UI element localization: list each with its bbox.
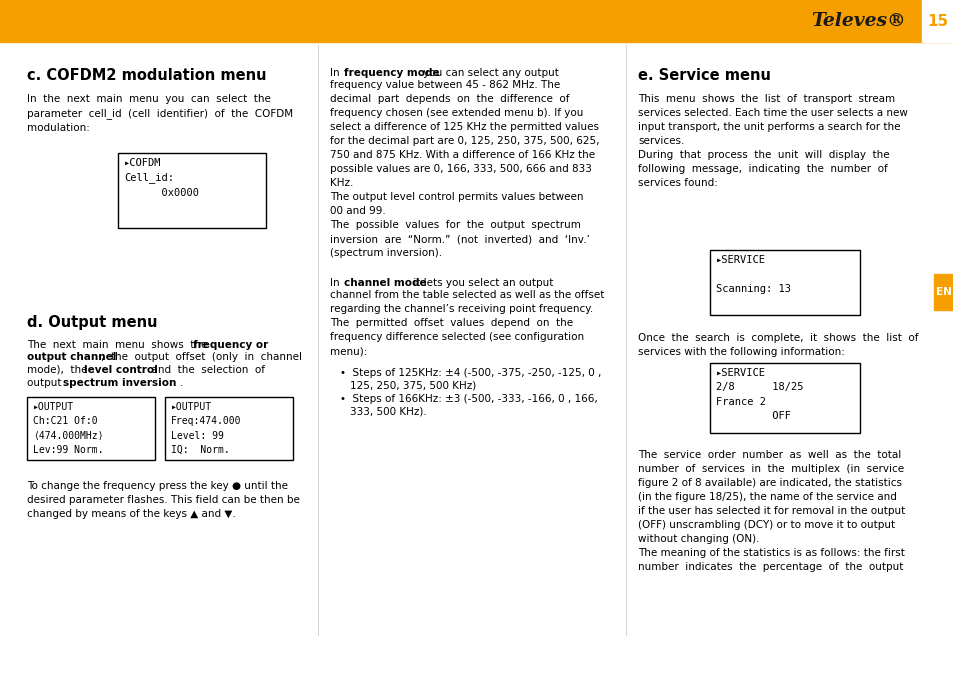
- Text: ▸OUTPUT
Ch:C21 Of:0
⟨474.000MHz⟩
Lev:99 Norm.: ▸OUTPUT Ch:C21 Of:0 ⟨474.000MHz⟩ Lev:99 …: [33, 402, 103, 455]
- Text: 333, 500 KHz).: 333, 500 KHz).: [350, 406, 426, 416]
- Text: spectrum inversion: spectrum inversion: [63, 378, 176, 388]
- Text: and  the  selection  of: and the selection of: [145, 365, 265, 375]
- Text: To change the frequency press the key ● until the
desired parameter flashes. Thi: To change the frequency press the key ● …: [27, 481, 299, 519]
- Text: EN: EN: [935, 287, 951, 297]
- Text: frequency or: frequency or: [193, 340, 268, 350]
- Text: output channel: output channel: [27, 353, 116, 363]
- Text: In  the  next  main  menu  you  can  select  the
parameter  cell_id  (cell  iden: In the next main menu you can select the…: [27, 94, 293, 133]
- Bar: [709, 363, 859, 433]
- Text: 15: 15: [926, 13, 947, 28]
- Text: c. COFDM2 modulation menu: c. COFDM2 modulation menu: [27, 68, 266, 83]
- Text: channel mode: channel mode: [344, 278, 426, 288]
- Text: The  next  main  menu  shows  the: The next main menu shows the: [27, 340, 211, 350]
- Text: •  Steps of 125KHz: ±4 (-500, -375, -250, -125, 0 ,: • Steps of 125KHz: ±4 (-500, -375, -250,…: [339, 368, 600, 378]
- Bar: [933, 274, 953, 310]
- Text: •  Steps of 166KHz: ±3 (-500, -333, -166, 0 , 166,: • Steps of 166KHz: ±3 (-500, -333, -166,…: [339, 394, 598, 404]
- Bar: [118, 153, 266, 228]
- Bar: [165, 397, 293, 460]
- Bar: [0, 0, 953, 42]
- Text: frequency mode: frequency mode: [344, 68, 439, 78]
- Bar: [921, 0, 953, 42]
- Text: The  service  order  number  as  well  as  the  total
number  of  services  in  : The service order number as well as the …: [638, 450, 904, 544]
- Text: The meaning of the statistics is as follows: the first
number  indicates  the  p: The meaning of the statistics is as foll…: [638, 548, 904, 572]
- Text: you can select any output: you can select any output: [419, 68, 558, 78]
- Text: ▸SERVICE
2/8      18/25
France 2
         OFF: ▸SERVICE 2/8 18/25 France 2 OFF: [716, 368, 802, 421]
- Text: 125, 250, 375, 500 KHz): 125, 250, 375, 500 KHz): [350, 380, 476, 390]
- Text: ▸SERVICE

Scanning: 13: ▸SERVICE Scanning: 13: [716, 255, 790, 294]
- Text: d. Output menu: d. Output menu: [27, 315, 157, 330]
- Text: In: In: [330, 278, 342, 288]
- Bar: [709, 250, 859, 315]
- Text: it lets you select an output: it lets you select an output: [410, 278, 553, 288]
- Text: mode),  the: mode), the: [27, 365, 91, 375]
- Text: Once  the  search  is  complete,  it  shows  the  list  of
services with the fol: Once the search is complete, it shows th…: [638, 333, 918, 357]
- Text: ▸OUTPUT
Freq:474.000
Level: 99
IQ:  Norm.: ▸OUTPUT Freq:474.000 Level: 99 IQ: Norm.: [171, 402, 241, 455]
- Text: channel from the table selected as well as the offset
regarding the channel’s re: channel from the table selected as well …: [330, 290, 604, 356]
- Text: In: In: [330, 68, 342, 78]
- Text: level control: level control: [84, 365, 157, 375]
- Bar: [27, 397, 154, 460]
- Text: This  menu  shows  the  list  of  transport  stream
services selected. Each time: This menu shows the list of transport st…: [638, 94, 907, 188]
- Text: .: .: [180, 378, 183, 388]
- Text: output: output: [27, 378, 65, 388]
- Text: ,  the  output  offset  (only  in  channel: , the output offset (only in channel: [101, 353, 302, 363]
- Text: frequency value between 45 - 862 MHz. The
decimal  part  depends  on  the  diffe: frequency value between 45 - 862 MHz. Th…: [330, 80, 598, 258]
- Text: Televes®: Televes®: [811, 12, 905, 30]
- Text: ▸COFDM
Cell_id:
      0x0000: ▸COFDM Cell_id: 0x0000: [124, 158, 199, 198]
- Text: e. Service menu: e. Service menu: [638, 68, 770, 83]
